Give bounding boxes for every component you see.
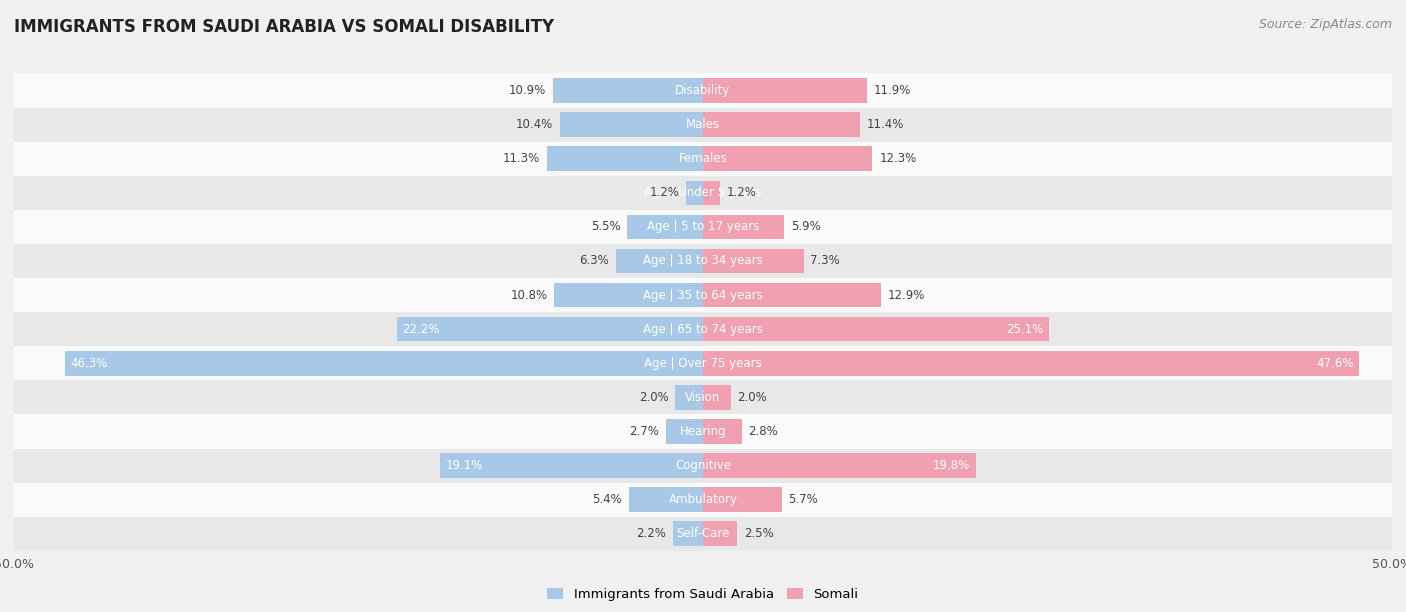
Bar [703, 521, 738, 546]
Bar [703, 146, 873, 171]
Text: 1.2%: 1.2% [727, 186, 756, 200]
Text: 10.8%: 10.8% [510, 289, 547, 302]
Text: Ambulatory: Ambulatory [668, 493, 738, 506]
Bar [703, 78, 868, 103]
Text: 10.4%: 10.4% [516, 118, 553, 131]
Text: Age | Over 75 years: Age | Over 75 years [644, 357, 762, 370]
Bar [14, 380, 1392, 414]
Text: 11.9%: 11.9% [875, 84, 911, 97]
Text: 10.9%: 10.9% [509, 84, 546, 97]
Bar [703, 385, 731, 409]
Text: Males: Males [686, 118, 720, 131]
Bar [14, 73, 1392, 108]
Text: 12.9%: 12.9% [887, 289, 925, 302]
Text: 7.3%: 7.3% [810, 255, 841, 267]
Bar [14, 176, 1392, 210]
Text: Age | 65 to 74 years: Age | 65 to 74 years [643, 323, 763, 335]
Bar [547, 146, 703, 171]
Bar [703, 351, 1358, 376]
Text: 2.5%: 2.5% [744, 528, 775, 540]
Bar [14, 414, 1392, 449]
Bar [628, 487, 703, 512]
Bar [14, 210, 1392, 244]
Bar [703, 283, 880, 307]
Text: 1.2%: 1.2% [650, 186, 679, 200]
Bar [703, 215, 785, 239]
Bar [703, 453, 976, 478]
Text: 5.4%: 5.4% [592, 493, 621, 506]
Text: 2.8%: 2.8% [748, 425, 778, 438]
Legend: Immigrants from Saudi Arabia, Somali: Immigrants from Saudi Arabia, Somali [543, 582, 863, 606]
Bar [440, 453, 703, 478]
Text: Self-Care: Self-Care [676, 528, 730, 540]
Text: 11.3%: 11.3% [503, 152, 540, 165]
Text: 47.6%: 47.6% [1316, 357, 1354, 370]
Text: 5.5%: 5.5% [591, 220, 620, 233]
Bar [14, 108, 1392, 141]
Bar [396, 317, 703, 341]
Text: Age | 35 to 64 years: Age | 35 to 64 years [643, 289, 763, 302]
Text: 46.3%: 46.3% [70, 357, 108, 370]
Bar [703, 419, 741, 444]
Bar [616, 248, 703, 273]
Text: Disability: Disability [675, 84, 731, 97]
Text: 19.8%: 19.8% [934, 459, 970, 472]
Bar [14, 141, 1392, 176]
Bar [14, 483, 1392, 517]
Text: IMMIGRANTS FROM SAUDI ARABIA VS SOMALI DISABILITY: IMMIGRANTS FROM SAUDI ARABIA VS SOMALI D… [14, 18, 554, 36]
Text: 2.0%: 2.0% [738, 391, 768, 404]
Bar [14, 244, 1392, 278]
Bar [675, 385, 703, 409]
Bar [14, 312, 1392, 346]
Bar [703, 113, 860, 137]
Bar [14, 517, 1392, 551]
Bar [627, 215, 703, 239]
Text: Source: ZipAtlas.com: Source: ZipAtlas.com [1258, 18, 1392, 31]
Bar [703, 317, 1049, 341]
Text: Age | Under 5 years: Age | Under 5 years [644, 186, 762, 200]
Bar [672, 521, 703, 546]
Bar [686, 181, 703, 205]
Text: Age | 5 to 17 years: Age | 5 to 17 years [647, 220, 759, 233]
Text: Vision: Vision [685, 391, 721, 404]
Text: 2.2%: 2.2% [636, 528, 666, 540]
Bar [666, 419, 703, 444]
Text: 2.7%: 2.7% [628, 425, 659, 438]
Bar [553, 78, 703, 103]
Text: 12.3%: 12.3% [879, 152, 917, 165]
Bar [560, 113, 703, 137]
Bar [703, 181, 720, 205]
Bar [14, 278, 1392, 312]
Text: Cognitive: Cognitive [675, 459, 731, 472]
Text: 19.1%: 19.1% [446, 459, 482, 472]
Text: 2.0%: 2.0% [638, 391, 669, 404]
Bar [703, 248, 804, 273]
Text: 25.1%: 25.1% [1007, 323, 1043, 335]
Text: 6.3%: 6.3% [579, 255, 609, 267]
Bar [65, 351, 703, 376]
Bar [703, 487, 782, 512]
Text: 5.7%: 5.7% [789, 493, 818, 506]
Bar [554, 283, 703, 307]
Bar [14, 346, 1392, 380]
Bar [14, 449, 1392, 483]
Text: Hearing: Hearing [679, 425, 727, 438]
Text: Age | 18 to 34 years: Age | 18 to 34 years [643, 255, 763, 267]
Text: 5.9%: 5.9% [792, 220, 821, 233]
Text: 11.4%: 11.4% [868, 118, 904, 131]
Text: Females: Females [679, 152, 727, 165]
Text: 22.2%: 22.2% [402, 323, 440, 335]
